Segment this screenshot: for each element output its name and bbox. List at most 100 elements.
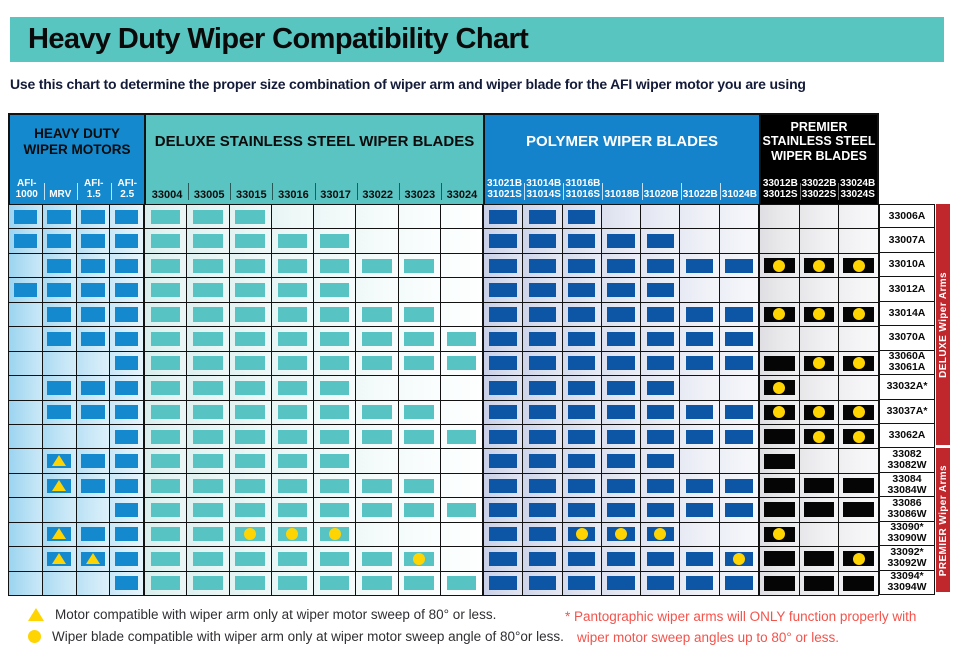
compat-square [13, 209, 38, 224]
compat-square [193, 331, 223, 346]
compat-cell [799, 205, 840, 230]
compat-cell [839, 205, 879, 230]
compat-square [81, 307, 105, 322]
row-label: 33007A [879, 228, 935, 253]
compat-square [685, 356, 714, 371]
row-label: 33090* 33090W [879, 521, 935, 547]
compat-cell [356, 205, 399, 230]
compat-square [277, 283, 308, 298]
compat-cell [799, 351, 840, 377]
compat-cell [356, 376, 399, 401]
compat-cell [9, 449, 43, 474]
compat-square [763, 306, 795, 322]
compat-cell [398, 302, 441, 328]
compat-square [528, 331, 557, 346]
compat-cell [110, 400, 144, 425]
compat-cell [680, 498, 720, 523]
compat-cell [440, 522, 483, 548]
compat-cell [229, 522, 272, 548]
compat-square [685, 429, 714, 444]
compat-cell [601, 400, 642, 425]
compat-square [489, 551, 517, 566]
compat-square [319, 527, 350, 542]
compat-cell [440, 278, 483, 303]
compat-square [489, 502, 517, 517]
compat-cell [356, 449, 399, 474]
compat-square [404, 576, 434, 591]
compat-cell [76, 449, 111, 474]
compat-cell [9, 205, 43, 230]
compat-square [114, 380, 139, 395]
compat-cell [760, 253, 800, 279]
compat-cell [187, 547, 230, 572]
compat-square [725, 356, 753, 371]
compat-square [528, 527, 557, 542]
compat-square [47, 478, 71, 493]
compat-cell [145, 327, 188, 352]
compat-cell [110, 205, 144, 230]
compat-cell [42, 278, 77, 303]
compat-cell [271, 498, 314, 523]
compat-square [685, 405, 714, 420]
compat-square [235, 454, 265, 469]
compat-cell [484, 547, 524, 572]
compat-square [150, 502, 181, 517]
compat-cell [145, 205, 188, 230]
compat-cell [110, 473, 144, 499]
compat-square [646, 454, 675, 469]
compat-cell [839, 253, 879, 279]
compat-square [446, 502, 477, 517]
compat-square [81, 283, 105, 298]
compat-cell [641, 498, 681, 523]
compat-cell [314, 473, 357, 499]
legend-circle-text: Wiper blade compatible with wiper arm on… [52, 629, 564, 644]
compat-square [646, 429, 675, 444]
compat-cell [680, 547, 720, 572]
compat-cell [601, 473, 642, 499]
compat-square [193, 454, 223, 469]
compat-cell [110, 278, 144, 303]
compat-cell [356, 547, 399, 572]
compat-cell [484, 571, 524, 596]
arm-groups-column: DELUXE Wiper Arms PREMIER Wiper Arms [936, 204, 951, 593]
compat-square [843, 306, 875, 322]
compat-square [763, 429, 795, 445]
column-header: 33024 [440, 168, 483, 204]
compat-cell [839, 327, 879, 352]
compat-cell [760, 376, 800, 401]
compat-square [193, 405, 223, 420]
compat-cell [719, 351, 759, 377]
compat-square [114, 356, 139, 371]
compat-square [567, 209, 596, 224]
compat-cell [398, 571, 441, 596]
compat-square [362, 551, 392, 566]
compat-cell [356, 327, 399, 352]
compat-square [47, 234, 71, 249]
compat-square [114, 527, 139, 542]
compat-square [235, 405, 265, 420]
pantographic-note: * Pantographic wiper arms will ONLY func… [565, 606, 916, 648]
compat-cell [440, 253, 483, 279]
compat-square [150, 527, 181, 542]
compat-cell [398, 449, 441, 474]
compat-square [404, 502, 434, 517]
column-group-deluxe: DELUXE STAINLESS STEEL WIPER BLADES 33004… [144, 113, 483, 596]
compat-square [235, 234, 265, 249]
compat-square [404, 405, 434, 420]
compat-square [114, 258, 139, 273]
compat-square [607, 502, 635, 517]
compat-square [150, 551, 181, 566]
compat-cell [601, 327, 642, 352]
compat-square [725, 478, 753, 493]
arm-group-bar: DELUXE Wiper Arms [936, 204, 950, 446]
column-header: AFI- 1000 [15, 178, 38, 200]
compat-square [114, 307, 139, 322]
compat-cell [314, 351, 357, 377]
compat-square [763, 380, 795, 396]
compat-cell [484, 400, 524, 425]
compat-cell [719, 229, 759, 254]
compat-square [528, 356, 557, 371]
compat-cell [76, 571, 111, 596]
row-label: 33092* 33092W [879, 546, 935, 571]
compat-cell [356, 473, 399, 499]
